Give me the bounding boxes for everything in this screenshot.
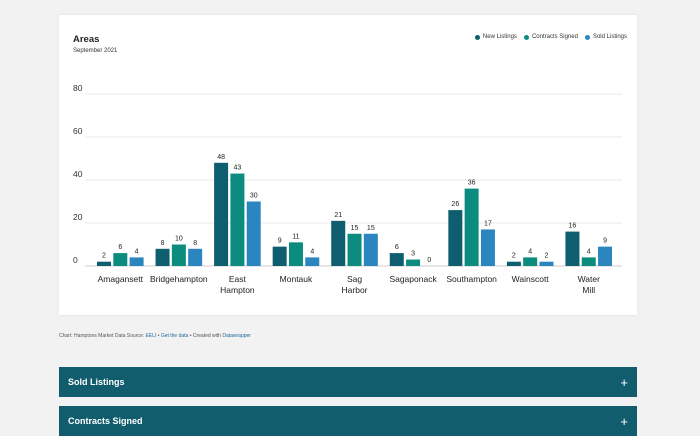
- x-tick-label: Sag: [347, 274, 362, 284]
- chart-legend: New Listings Contracts Signed Sold Listi…: [474, 34, 627, 40]
- bar: [171, 244, 186, 266]
- legend-label: Contracts Signed: [531, 34, 578, 40]
- data-label: 48: [217, 154, 225, 161]
- y-tick-label: 20: [73, 212, 83, 222]
- x-tick-label: East: [229, 274, 247, 284]
- accordion-contracts-signed[interactable]: Contracts Signed +: [59, 406, 637, 436]
- bar: [155, 248, 170, 266]
- legend-label: New Listings: [482, 34, 517, 40]
- get-data-link[interactable]: Get the data: [160, 333, 189, 339]
- chart-card: Areas September 2021 New Listings Contra…: [59, 15, 637, 315]
- y-tick-label: 40: [73, 169, 83, 179]
- bar: [363, 233, 378, 266]
- chart-title: Areas: [73, 34, 100, 45]
- data-label: 43: [234, 165, 242, 172]
- plus-icon: +: [620, 413, 628, 429]
- legend-label: Sold Listings: [592, 34, 627, 40]
- bar: [113, 253, 128, 266]
- data-label: 4: [587, 248, 591, 255]
- x-tick-label: Montauk: [280, 274, 313, 284]
- bar: [97, 261, 111, 266]
- data-label: 3: [411, 251, 415, 258]
- footer-created-with: • Created with: [188, 333, 223, 339]
- legend-item-new-listings: New Listings: [474, 34, 517, 40]
- data-label: 15: [367, 225, 375, 232]
- legend-item-sold-listings: Sold Listings: [584, 34, 627, 40]
- legend-swatch: [474, 34, 480, 40]
- footer-separator: •: [156, 333, 161, 339]
- chart-footer: Chart: Hamptons Market Data Source: EELI…: [59, 333, 251, 339]
- legend-item-contracts-signed: Contracts Signed: [523, 34, 578, 40]
- bar: [539, 261, 554, 266]
- bar: [565, 231, 580, 266]
- data-label: 36: [468, 180, 476, 187]
- data-label: 9: [603, 238, 607, 245]
- bar-chart: 020406080264Amagansett8108Bridgehampton4…: [73, 83, 622, 295]
- chart-subtitle: September 2021: [73, 48, 118, 54]
- x-tick-label: Wainscott: [512, 274, 550, 284]
- legend-swatch: [584, 34, 590, 40]
- source-link[interactable]: EELI: [145, 333, 157, 339]
- plus-icon: +: [620, 374, 628, 390]
- y-tick-label: 60: [73, 126, 83, 136]
- data-label: 8: [161, 240, 165, 247]
- x-tick-label: Amagansett: [98, 274, 144, 284]
- bar: [523, 257, 538, 266]
- data-label: 9: [278, 238, 282, 245]
- bar: [305, 257, 320, 266]
- bar: [480, 229, 495, 266]
- datawrapper-link[interactable]: Datawrapper: [222, 333, 251, 339]
- bar: [214, 162, 229, 266]
- data-label: 4: [135, 248, 139, 255]
- data-label: 15: [351, 225, 359, 232]
- data-label: 4: [528, 248, 532, 255]
- accordion-label: Contracts Signed: [68, 416, 143, 426]
- accordion-sold-listings[interactable]: Sold Listings +: [59, 367, 637, 397]
- legend-swatch: [523, 34, 529, 40]
- accordion-label: Sold Listings: [68, 377, 125, 387]
- x-tick-label: Southampton: [446, 274, 497, 284]
- x-tick-label: Sagaponack: [389, 274, 437, 284]
- bar: [331, 220, 346, 266]
- x-tick-label: Bridgehampton: [150, 274, 208, 284]
- bar: [389, 253, 404, 266]
- bar: [464, 188, 479, 266]
- data-label: 6: [118, 244, 122, 251]
- y-tick-label: 0: [73, 255, 78, 265]
- bar: [598, 246, 613, 266]
- data-label: 2: [102, 253, 106, 260]
- x-tick-label: Hampton: [220, 285, 255, 295]
- x-tick-label: Harbor: [342, 285, 368, 295]
- data-label: 26: [451, 201, 459, 208]
- x-tick-label: Water: [578, 274, 601, 284]
- data-label: 10: [175, 236, 183, 243]
- bar: [581, 257, 596, 266]
- bar: [188, 248, 203, 266]
- data-label: 6: [395, 244, 399, 251]
- bar: [448, 210, 463, 266]
- data-label: 11: [292, 233, 299, 240]
- data-label: 2: [512, 253, 516, 260]
- data-label: 0: [427, 257, 431, 264]
- data-label: 16: [569, 223, 577, 230]
- data-label: 8: [193, 240, 197, 247]
- data-label: 21: [334, 212, 342, 219]
- bar: [406, 259, 421, 266]
- bar: [129, 257, 144, 266]
- footer-source-prefix: Chart: Hamptons Market Data Source:: [59, 333, 146, 339]
- y-tick-label: 80: [73, 83, 83, 93]
- bar: [230, 173, 245, 266]
- data-label: 30: [250, 193, 258, 200]
- data-label: 4: [310, 248, 314, 255]
- data-label: 2: [545, 253, 549, 260]
- x-tick-label: Mill: [582, 285, 595, 295]
- bar: [506, 261, 521, 266]
- bar: [347, 233, 362, 266]
- bar: [272, 246, 287, 266]
- bar: [288, 242, 303, 266]
- bar: [246, 201, 261, 266]
- data-label: 17: [484, 220, 492, 227]
